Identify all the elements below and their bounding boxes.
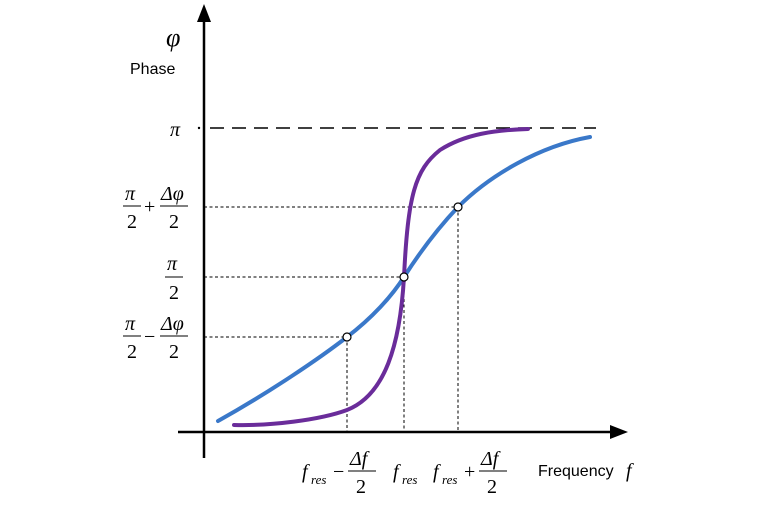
- x-tick-right-op: +: [464, 461, 475, 483]
- y-tick-upper-den1: 2: [127, 211, 137, 233]
- x-tick-center-base: f: [393, 461, 401, 483]
- x-tick-left-den: 2: [356, 476, 366, 498]
- y-tick-lower-num1: π: [125, 313, 136, 335]
- x-tick-left-sub: res: [311, 472, 326, 487]
- y-axis-arrow-icon: [197, 4, 211, 22]
- x-tick-right-base: f: [433, 461, 441, 483]
- y-tick-mid-num: π: [167, 253, 178, 275]
- x-tick-right-sub: res: [442, 472, 457, 487]
- x-axis-symbol: f: [626, 460, 634, 482]
- y-tick-upper-num1: π: [125, 183, 136, 205]
- marker-upper: [453, 202, 463, 212]
- marker-lower: [342, 332, 352, 342]
- y-tick-upper-den2: 2: [169, 211, 179, 233]
- y-tick-mid: π 2: [165, 253, 183, 304]
- y-tick-pi: π: [170, 119, 181, 141]
- y-tick-upper: π 2 + Δφ 2: [123, 183, 188, 233]
- guide-lines: [204, 206, 459, 432]
- x-tick-center: f res: [393, 461, 417, 487]
- y-tick-mid-den: 2: [169, 282, 179, 304]
- y-tick-upper-op: +: [144, 196, 155, 218]
- x-tick-center-sub: res: [402, 472, 417, 487]
- y-axis-label: Phase: [130, 61, 175, 78]
- y-tick-lower-num2: Δφ: [160, 313, 184, 335]
- x-axis-arrow-icon: [610, 425, 628, 439]
- x-tick-left-base: f: [302, 461, 310, 483]
- y-axis-symbol: φ: [166, 23, 180, 52]
- x-tick-left-op: −: [333, 461, 344, 483]
- y-tick-lower-den1: 2: [127, 341, 137, 363]
- x-tick-left: f res − Δf 2: [302, 448, 376, 498]
- pi-tick-dot: [197, 126, 201, 130]
- y-tick-lower-den2: 2: [169, 341, 179, 363]
- marker-center: [399, 272, 409, 282]
- x-tick-right-num: Δf: [480, 448, 501, 470]
- x-tick-right: f res + Δf 2: [433, 448, 507, 498]
- x-tick-right-den: 2: [487, 476, 497, 498]
- y-tick-lower: π 2 − Δφ 2: [123, 313, 188, 363]
- y-tick-lower-op: −: [144, 326, 155, 348]
- x-axis-label: Frequency: [538, 463, 614, 480]
- y-tick-upper-num2: Δφ: [160, 183, 184, 205]
- x-tick-left-num: Δf: [349, 448, 370, 470]
